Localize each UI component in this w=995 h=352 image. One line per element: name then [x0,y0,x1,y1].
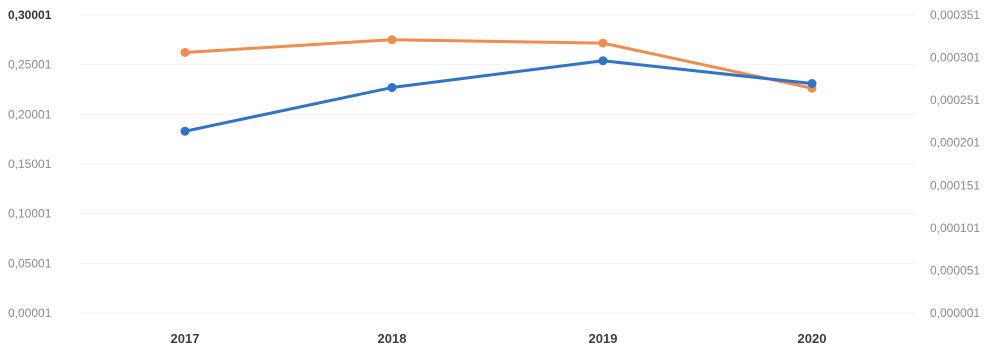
x-tick-label: 2017 [171,331,200,346]
data-point [180,126,190,136]
data-point [387,83,397,93]
right-tick-label: 0,000101 [930,221,980,235]
right-y-axis: 0,000001 0,000051 0,000101 0,000151 0,000201… [930,8,980,320]
right-tick-label: 0,000001 [930,306,980,320]
series-line-blue [183,59,814,133]
right-tick-label: 0,000151 [930,178,980,192]
data-point [180,47,190,57]
series-line-orange [183,38,814,90]
x-tick-label: 2019 [589,331,618,346]
data-point [387,35,397,45]
right-tick-label: 0,000251 [930,93,980,107]
left-tick-label: 0,05001 [8,256,52,270]
left-tick-label: 0,25001 [8,58,52,72]
x-axis: 2017 2018 2019 2020 [171,331,827,346]
data-point [807,79,817,89]
left-tick-label: 0,15001 [8,157,52,171]
data-point [598,38,608,48]
right-tick-label: 0,000301 [930,51,980,65]
left-tick-label: 0,10001 [8,207,52,221]
left-tick-label: 0,00001 [8,306,52,320]
series-layer [180,35,817,136]
x-tick-label: 2020 [798,331,827,346]
right-tick-label: 0,000051 [930,263,980,277]
left-tick-label: 0,30001 [8,8,52,22]
gridlines [80,14,915,314]
right-tick-label: 0,000201 [930,136,980,150]
left-y-axis: 0,00001 0,05001 0,10001 0,15001 0,20001 0,250… [8,8,52,320]
right-tick-label: 0,000351 [930,8,980,22]
x-tick-label: 2018 [378,331,407,346]
data-point [598,56,608,66]
left-tick-label: 0,20001 [8,107,52,121]
